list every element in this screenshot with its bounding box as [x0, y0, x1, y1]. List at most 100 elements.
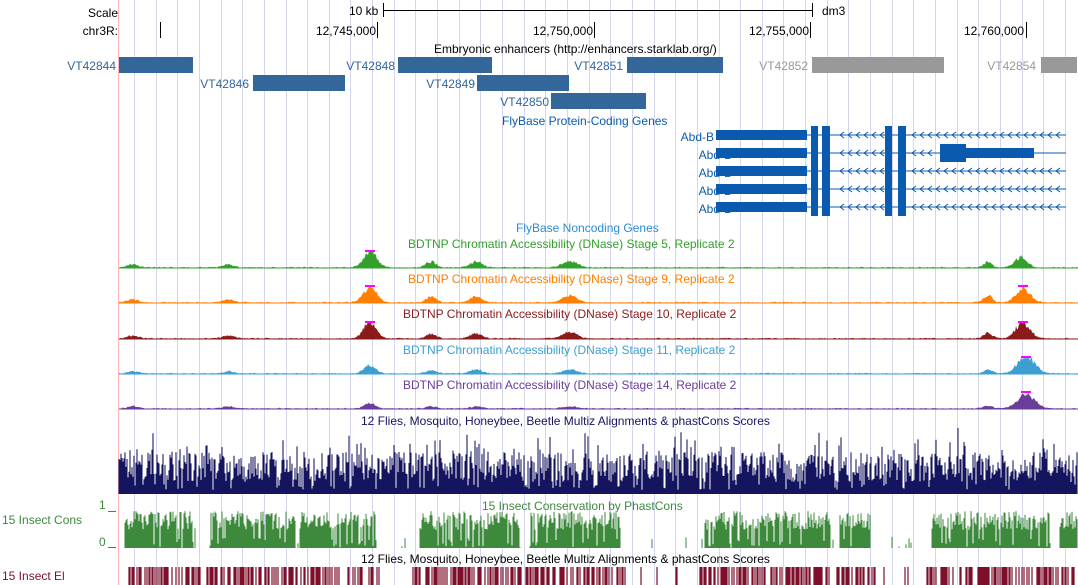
- ruler-tick: [810, 22, 811, 38]
- phastcons-signal[interactable]: [0, 0, 1078, 560]
- track-title-multiz[interactable]: 12 Flies, Mosquito, Honeybee, Beetle Mul…: [361, 414, 770, 428]
- enhancer-label[interactable]: VT42844: [67, 59, 116, 73]
- scale-label: Scale: [87, 6, 118, 20]
- phastcons-side-label[interactable]: 15 Insect Cons: [2, 513, 83, 527]
- grid-line: [1000, 0, 1001, 585]
- strand-arrow: [943, 167, 949, 175]
- strand-arrow: [1047, 185, 1053, 193]
- enhancer-feature[interactable]: [119, 57, 193, 73]
- enhancer-feature-faded[interactable]: [1041, 57, 1077, 73]
- exon: [716, 148, 807, 158]
- grid-line: [459, 0, 460, 585]
- strand-arrow: [911, 167, 917, 175]
- strand-arrow: [1015, 185, 1021, 193]
- enhancer-label[interactable]: VT42852: [759, 59, 808, 73]
- strand-arrow: [855, 203, 861, 211]
- track-title-elements[interactable]: 12 Flies, Mosquito, Honeybee, Beetle Mul…: [361, 552, 770, 566]
- phastcons-ymin: 0: [99, 535, 106, 549]
- strand-arrow: [879, 131, 885, 139]
- strand-arrow: [839, 203, 845, 211]
- ruler-position-label: 12,745,000: [315, 24, 376, 38]
- strand-arrow: [935, 167, 941, 175]
- strand-arrow: [1055, 131, 1061, 139]
- strand-arrow: [943, 185, 949, 193]
- track-left-border: [118, 0, 119, 585]
- strand-arrow: [879, 203, 885, 211]
- ruler-tick: [160, 22, 161, 38]
- gene-label[interactable]: Abd-B: [680, 130, 714, 144]
- track-title-flybase-noncoding[interactable]: FlyBase Noncoding Genes: [516, 221, 659, 235]
- track-title-dnase-stage11[interactable]: BDTNP Chromatin Accessibility (DNase) St…: [403, 343, 736, 357]
- track-title-flybase-coding[interactable]: FlyBase Protein-Coding Genes: [502, 114, 668, 128]
- strand-arrow: [1031, 167, 1037, 175]
- enhancer-label[interactable]: VT42850: [500, 95, 549, 109]
- gene-models[interactable]: [0, 0, 1078, 230]
- strand-arrow: [975, 203, 981, 211]
- strand-arrow: [991, 167, 997, 175]
- grid-line: [1065, 0, 1066, 585]
- track-title-dnase-stage10[interactable]: BDTNP Chromatin Accessibility (DNase) St…: [403, 307, 737, 321]
- grid-line: [978, 0, 979, 585]
- enhancer-label[interactable]: VT42849: [426, 77, 475, 91]
- enhancer-feature[interactable]: [398, 57, 492, 73]
- track-title-dnase-stage5[interactable]: BDTNP Chromatin Accessibility (DNase) St…: [408, 237, 735, 251]
- strand-arrow: [1007, 185, 1013, 193]
- exon: [716, 130, 807, 140]
- dnase-signal-tracks[interactable]: [0, 0, 1078, 420]
- enhancer-label[interactable]: VT42851: [574, 59, 623, 73]
- strand-arrow: [1031, 131, 1037, 139]
- track-title-enhancers[interactable]: Embryonic enhancers (http://enhancers.st…: [434, 42, 717, 56]
- enhancer-feature[interactable]: [477, 75, 569, 91]
- strand-arrow: [991, 131, 997, 139]
- strand-arrow: [1039, 131, 1045, 139]
- grid-line: [762, 0, 763, 585]
- strand-arrow: [871, 149, 877, 157]
- strand-arrow: [959, 167, 965, 175]
- strand-arrow: [1039, 185, 1045, 193]
- dnase-track: [119, 250, 1078, 269]
- grid-line: [870, 0, 871, 585]
- enhancer-label[interactable]: VT42846: [200, 77, 249, 91]
- dnase-track: [119, 285, 1078, 304]
- gene-model: [716, 180, 1066, 198]
- exon: [898, 180, 906, 198]
- strand-arrow: [1015, 203, 1021, 211]
- enhancer-feature[interactable]: [627, 57, 723, 73]
- grid-line: [156, 0, 157, 585]
- assembly-label: dm3: [822, 4, 846, 18]
- track-title-dnase-stage14[interactable]: BDTNP Chromatin Accessibility (DNase) St…: [403, 378, 737, 392]
- multiz-bars: [118, 428, 1078, 494]
- strand-arrow: [855, 131, 861, 139]
- track-title-dnase-stage9[interactable]: BDTNP Chromatin Accessibility (DNase) St…: [408, 272, 735, 286]
- strand-arrow: [943, 203, 949, 211]
- phastcons-ymin-tick: [108, 547, 116, 548]
- enhancer-feature-faded[interactable]: [812, 57, 944, 73]
- enhancer-feature[interactable]: [551, 93, 646, 109]
- strand-arrow: [927, 167, 933, 175]
- strand-arrow: [919, 167, 925, 175]
- grid-line: [632, 0, 633, 585]
- utr: [966, 148, 1034, 158]
- elements-side-label[interactable]: 15 Insect El: [2, 569, 65, 583]
- grid-line: [740, 0, 741, 585]
- strand-arrow: [959, 203, 965, 211]
- enhancer-label[interactable]: VT42848: [346, 59, 395, 73]
- strand-arrow: [943, 131, 949, 139]
- exon: [811, 144, 818, 162]
- track-title-phastcons[interactable]: 15 Insect Conservation by PhastCons: [482, 499, 683, 513]
- strand-arrow: [935, 131, 941, 139]
- grid-line: [242, 0, 243, 585]
- enhancer-label[interactable]: VT42854: [987, 59, 1036, 73]
- grid-line: [307, 0, 308, 585]
- strand-arrow: [1023, 185, 1029, 193]
- enhancer-feature[interactable]: [253, 75, 345, 91]
- strand-arrow: [1023, 131, 1029, 139]
- strand-arrow: [959, 131, 965, 139]
- multiz-signal[interactable]: [0, 0, 1078, 500]
- strand-arrow: [991, 185, 997, 193]
- strand-arrow: [967, 185, 973, 193]
- strand-arrow: [839, 167, 845, 175]
- exon: [940, 144, 966, 162]
